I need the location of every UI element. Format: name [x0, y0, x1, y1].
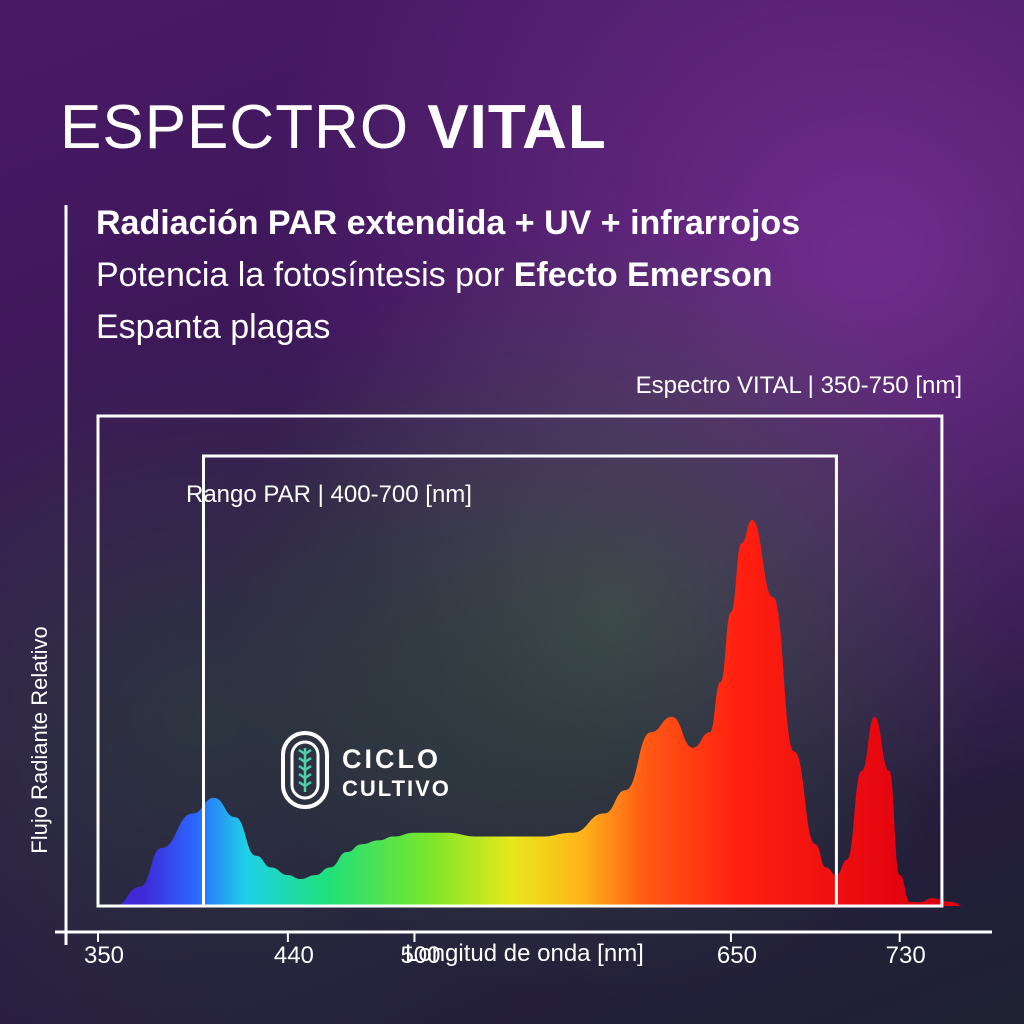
x-tick-label: 500 — [400, 942, 440, 969]
feature-line-1: Radiación PAR extendida + UV + infrarroj… — [96, 204, 801, 242]
spectrum-area — [114, 520, 963, 906]
x-tick-label: 730 — [886, 942, 926, 969]
brand-logo: CICLO CULTIVO — [280, 730, 449, 815]
x-tick-label: 350 — [84, 942, 124, 969]
logo-word-1: CICLO — [342, 744, 441, 774]
logo-word-2: CULTIVO — [342, 776, 451, 801]
title-light: ESPECTRO — [60, 93, 428, 162]
feature-line-2-bold: Efecto Emerson — [513, 256, 773, 294]
feature-line-3: Espanta plagas — [96, 308, 331, 346]
x-axis-label: Longitud de onda [nm] — [405, 940, 644, 967]
par-range-label: Rango PAR | 400-700 [nm] — [186, 481, 472, 508]
leaf-capsule-icon — [281, 731, 329, 809]
vital-range-label: Espectro VITAL | 350-750 [nm] — [635, 372, 962, 399]
title-bold: VITAL — [427, 93, 607, 162]
page-title: ESPECTRO VITAL — [60, 92, 607, 163]
feature-line-2: Potencia la fotosíntesis por Efecto Emer… — [96, 256, 773, 295]
logo-wordmark: CICLO CULTIVO — [342, 744, 451, 804]
x-tick-label: 650 — [717, 942, 757, 969]
y-axis-label: Flujo Radiante Relativo — [27, 626, 52, 854]
par-range-frame — [201, 454, 838, 908]
x-tick-label: 440 — [274, 942, 314, 969]
feature-line-2-text: Potencia la fotosíntesis por — [96, 256, 514, 294]
